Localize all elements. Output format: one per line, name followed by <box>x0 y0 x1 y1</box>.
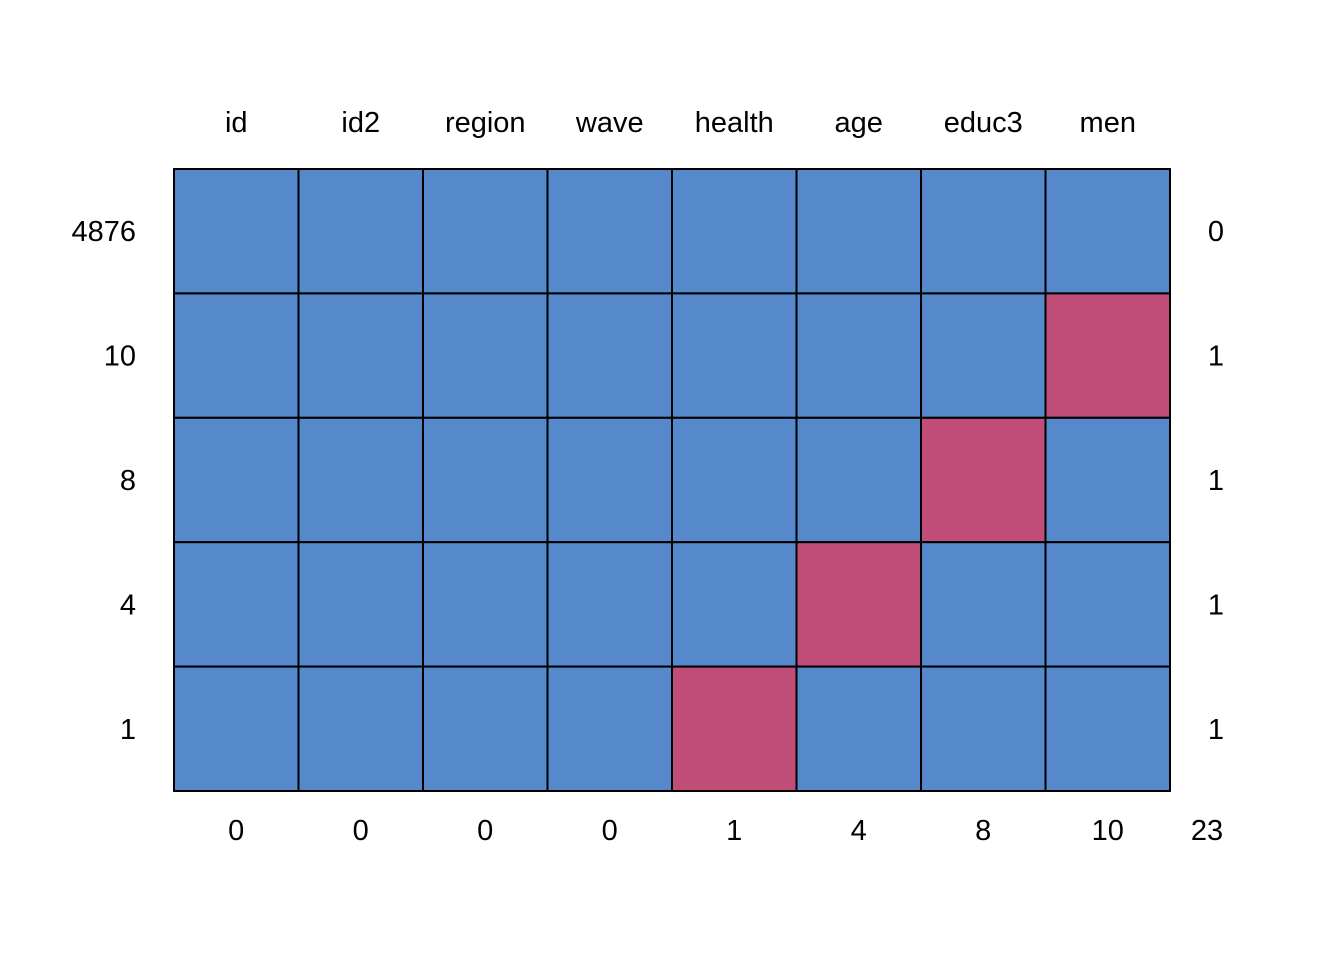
row-count-label: 8 <box>120 465 136 497</box>
observed-cell <box>1044 665 1171 792</box>
observed-cell <box>920 168 1047 295</box>
total-missing-label: 23 <box>1191 815 1223 847</box>
observed-cell <box>546 292 673 419</box>
column-labels: id id2 region wave health age educ3 men <box>225 107 1136 139</box>
observed-cell <box>546 541 673 668</box>
row-missing-labels: 0 1 1 1 1 <box>1208 216 1224 746</box>
observed-cell <box>173 292 300 419</box>
missing-cell <box>1044 292 1171 419</box>
row-missing-label: 1 <box>1208 589 1224 621</box>
observed-cell <box>1044 541 1171 668</box>
column-label: men <box>1080 107 1136 139</box>
observed-cell <box>297 292 424 419</box>
observed-cell <box>422 292 549 419</box>
column-label: wave <box>575 107 644 139</box>
column-missing-total: 10 <box>1092 815 1124 847</box>
observed-cell <box>920 665 1047 792</box>
observed-cell <box>422 168 549 295</box>
row-count-label: 4 <box>120 589 136 621</box>
row-missing-label: 1 <box>1208 714 1224 746</box>
row-count-label: 4876 <box>71 216 136 248</box>
observed-cell <box>671 292 798 419</box>
column-missing-total: 0 <box>353 815 369 847</box>
row-missing-label: 1 <box>1208 341 1224 373</box>
observed-cell <box>795 168 922 295</box>
column-missing-total: 1 <box>726 815 742 847</box>
observed-cell <box>297 416 424 544</box>
observed-cell <box>795 665 922 792</box>
column-missing-total: 4 <box>851 815 867 847</box>
observed-cell <box>1044 416 1171 544</box>
column-label: health <box>695 107 774 139</box>
observed-cell <box>920 541 1047 668</box>
column-missing-totals: 0 0 0 0 1 4 8 10 <box>228 815 1124 847</box>
missing-cell <box>920 416 1047 544</box>
observed-cell <box>297 168 424 295</box>
observed-cell <box>173 168 300 295</box>
observed-cell <box>297 541 424 668</box>
row-missing-label: 0 <box>1208 216 1224 248</box>
observed-cell <box>422 416 549 544</box>
column-label: educ3 <box>944 107 1023 139</box>
row-missing-label: 1 <box>1208 465 1224 497</box>
column-label: region <box>445 107 526 139</box>
observed-cell <box>422 665 549 792</box>
cell-grid <box>173 168 1171 792</box>
observed-cell <box>1044 168 1171 295</box>
observed-cell <box>795 416 922 544</box>
column-missing-total: 0 <box>228 815 244 847</box>
observed-cell <box>173 541 300 668</box>
observed-cell <box>546 665 673 792</box>
observed-cell <box>546 168 673 295</box>
observed-cell <box>671 541 798 668</box>
observed-cell <box>920 292 1047 419</box>
observed-cell <box>795 292 922 419</box>
row-count-label: 1 <box>120 714 136 746</box>
missing-cell <box>795 541 922 668</box>
column-label: age <box>835 107 883 139</box>
column-missing-total: 0 <box>477 815 493 847</box>
row-count-labels: 4876 10 8 4 1 <box>71 216 136 746</box>
column-missing-total: 8 <box>975 815 991 847</box>
observed-cell <box>173 665 300 792</box>
column-missing-total: 0 <box>602 815 618 847</box>
observed-cell <box>422 541 549 668</box>
observed-cell <box>297 665 424 792</box>
missing-cell <box>671 665 798 792</box>
observed-cell <box>671 416 798 544</box>
observed-cell <box>671 168 798 295</box>
observed-cell <box>546 416 673 544</box>
column-label: id <box>225 107 248 139</box>
observed-cell <box>173 416 300 544</box>
row-count-label: 10 <box>104 341 136 373</box>
column-label: id2 <box>341 107 380 139</box>
